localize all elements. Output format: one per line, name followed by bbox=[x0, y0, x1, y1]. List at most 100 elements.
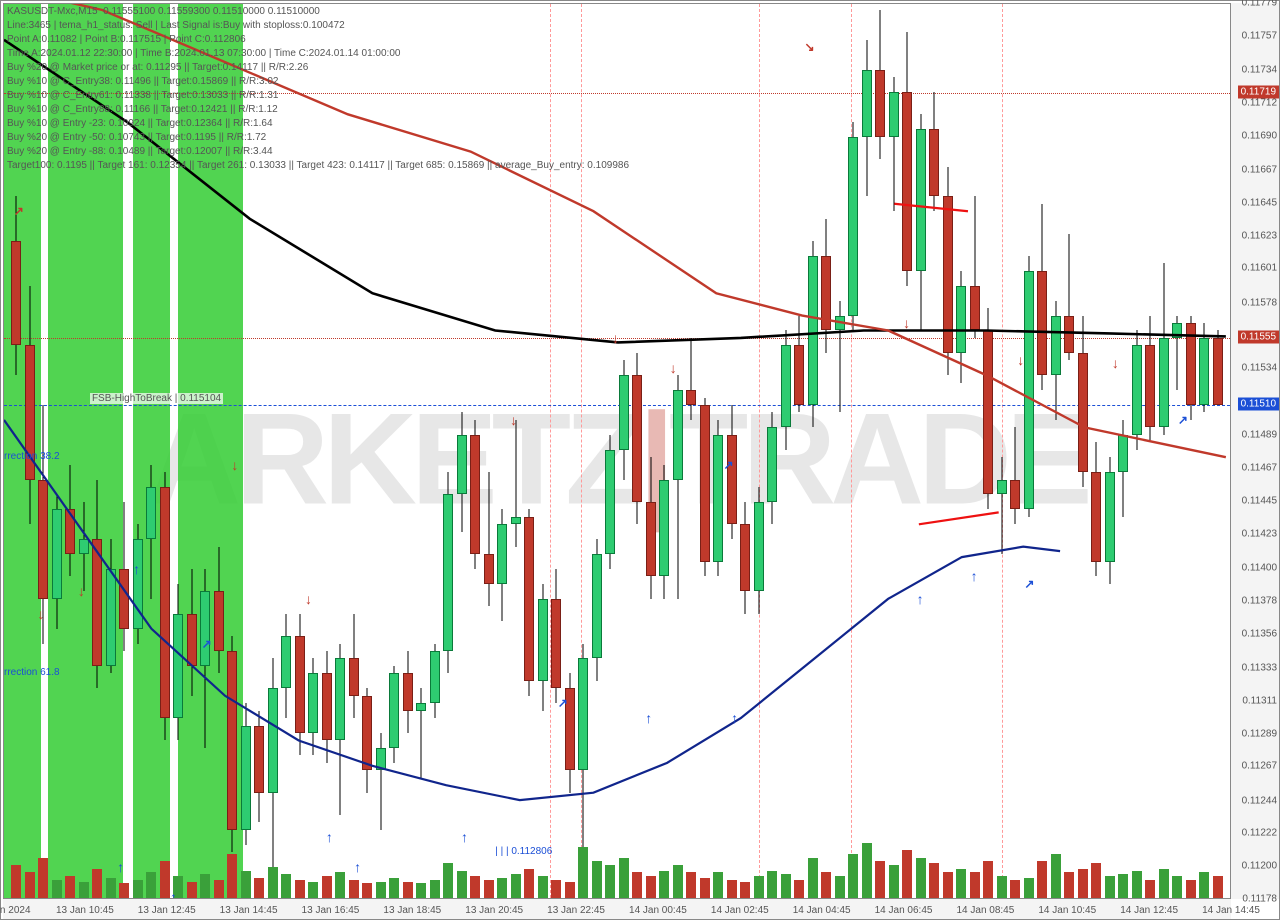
candle bbox=[92, 4, 102, 899]
volume-bar bbox=[1199, 872, 1209, 898]
volume-bar bbox=[1051, 854, 1061, 898]
candle bbox=[1024, 4, 1034, 899]
candle bbox=[1118, 4, 1128, 899]
volume-bar bbox=[389, 878, 399, 898]
candle bbox=[254, 4, 264, 899]
signal-arrow: ↑ bbox=[461, 829, 468, 845]
x-tick: 13 Jan 18:45 bbox=[383, 905, 441, 916]
candle bbox=[740, 4, 750, 899]
y-tick: 0.11400 bbox=[1242, 563, 1277, 574]
candle bbox=[106, 4, 116, 899]
x-tick: 14 Jan 00:45 bbox=[629, 905, 687, 916]
x-tick: 13 Jan 20:45 bbox=[465, 905, 523, 916]
candle bbox=[538, 4, 548, 899]
candle bbox=[592, 4, 602, 899]
candle bbox=[349, 4, 359, 899]
candle bbox=[241, 4, 251, 899]
volume-bar bbox=[416, 883, 426, 898]
signal-arrow: ↗ bbox=[14, 204, 24, 218]
candle bbox=[632, 4, 642, 899]
volume-bar bbox=[349, 880, 359, 898]
volume-bar bbox=[1118, 874, 1128, 898]
candle bbox=[389, 4, 399, 899]
x-tick: 14 Jan 12:45 bbox=[1120, 905, 1178, 916]
candle bbox=[1010, 4, 1020, 899]
volume-bar bbox=[835, 876, 845, 898]
volume-bar bbox=[619, 858, 629, 898]
candle bbox=[605, 4, 615, 899]
candle bbox=[659, 4, 669, 899]
volume-bar bbox=[335, 872, 345, 898]
candle bbox=[1186, 4, 1196, 899]
candle bbox=[1064, 4, 1074, 899]
candle bbox=[295, 4, 305, 899]
volume-bar bbox=[1024, 878, 1034, 898]
signal-arrow: ↓ bbox=[78, 583, 85, 599]
volume-bar bbox=[362, 883, 372, 898]
candle bbox=[1213, 4, 1223, 899]
volume-bar bbox=[281, 874, 291, 898]
volume-bar bbox=[740, 882, 750, 899]
x-tick: 13 Jan 16:45 bbox=[302, 905, 360, 916]
volume-bar bbox=[403, 882, 413, 899]
candle bbox=[146, 4, 156, 899]
volume-bar bbox=[538, 876, 548, 898]
volume-bar bbox=[1105, 876, 1115, 898]
candle bbox=[430, 4, 440, 899]
x-tick: 14 Jan 02:45 bbox=[711, 905, 769, 916]
y-tick: 0.11645 bbox=[1242, 197, 1277, 208]
volume-bar bbox=[268, 867, 278, 898]
volume-bar bbox=[781, 874, 791, 898]
plot-area[interactable]: ARKETZ|TRADE ↗↓↓↑↑↑↗↓↓↑↑↑↓↗↓↑↓↗↑↘↓↑↑↓↗↓↗… bbox=[3, 3, 1231, 899]
candle bbox=[808, 4, 818, 899]
candle bbox=[619, 4, 629, 899]
volume-bar bbox=[970, 872, 980, 898]
price-tag: 0.11510 bbox=[1238, 398, 1279, 411]
volume-bar bbox=[551, 880, 561, 898]
volume-bar bbox=[1091, 863, 1101, 898]
volume-bar bbox=[1186, 880, 1196, 898]
y-tick: 0.11200 bbox=[1242, 861, 1277, 872]
signal-arrow: ↑ bbox=[731, 710, 738, 726]
signal-arrow: ↘ bbox=[805, 40, 815, 54]
y-axis: 0.117790.117570.117340.117120.116900.116… bbox=[1230, 3, 1279, 899]
volume-bar bbox=[956, 869, 966, 898]
volume-bar bbox=[997, 876, 1007, 898]
volume-bar bbox=[254, 878, 264, 898]
volume-bar bbox=[605, 865, 615, 898]
candle bbox=[646, 4, 656, 899]
volume-bar bbox=[754, 876, 764, 898]
y-tick: 0.11779 bbox=[1242, 0, 1277, 9]
candle bbox=[956, 4, 966, 899]
candle bbox=[848, 4, 858, 899]
volume-bar bbox=[1213, 876, 1223, 898]
candle bbox=[673, 4, 683, 899]
candle bbox=[497, 4, 507, 899]
signal-arrow: ↑ bbox=[645, 710, 652, 726]
candle bbox=[281, 4, 291, 899]
candle bbox=[835, 4, 845, 899]
candle bbox=[794, 4, 804, 899]
signal-arrow: ↓ bbox=[305, 591, 312, 607]
candle bbox=[65, 4, 75, 899]
signal-arrow: ↗ bbox=[1024, 577, 1034, 591]
y-tick: 0.11178 bbox=[1242, 894, 1277, 905]
volume-bar bbox=[1064, 872, 1074, 898]
volume-bar bbox=[376, 882, 386, 899]
y-tick: 0.11333 bbox=[1242, 662, 1277, 673]
volume-bar bbox=[1172, 876, 1182, 898]
candle bbox=[1051, 4, 1061, 899]
volume-bar bbox=[646, 876, 656, 898]
candle bbox=[484, 4, 494, 899]
correction-label: rrection 38.2 bbox=[4, 451, 60, 462]
volume-bar bbox=[511, 874, 521, 898]
x-tick: 14 Jan 06:45 bbox=[875, 905, 933, 916]
signal-arrow: ↑ bbox=[133, 561, 140, 577]
signal-arrow: ↑ bbox=[971, 568, 978, 584]
candle bbox=[160, 4, 170, 899]
candle bbox=[362, 4, 372, 899]
volume-bar bbox=[25, 872, 35, 898]
candle bbox=[511, 4, 521, 899]
volume-bar bbox=[497, 878, 507, 898]
y-tick: 0.11356 bbox=[1242, 628, 1277, 639]
